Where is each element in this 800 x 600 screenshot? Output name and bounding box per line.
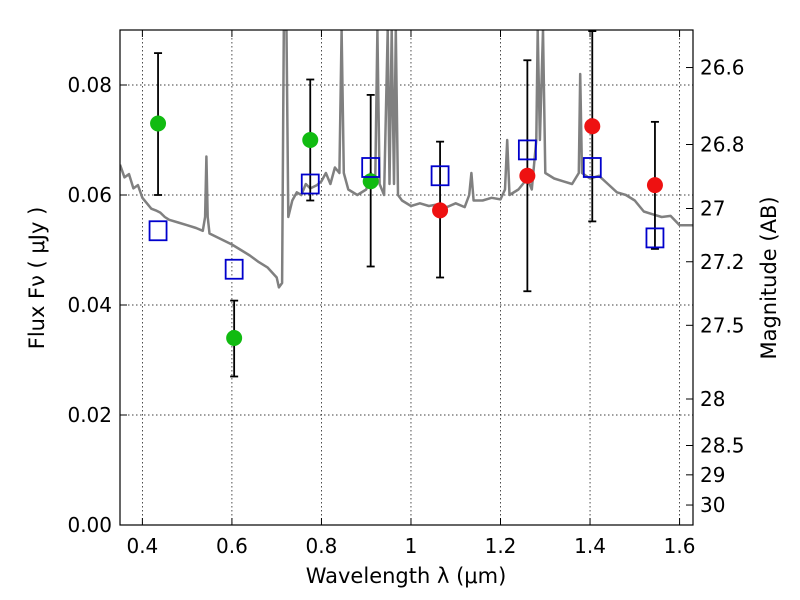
x-tick-label: 0.4 — [126, 534, 158, 558]
y2-axis-label: Magnitude (AB) — [757, 196, 781, 359]
x-tick-label: 0.8 — [306, 534, 338, 558]
plot-frame — [119, 29, 694, 526]
x-axis-label: Wavelength λ (μm) — [306, 564, 507, 588]
flux-point — [226, 330, 243, 346]
flux-point — [302, 132, 319, 148]
y-tick-label: 0.08 — [67, 73, 112, 97]
mag-tick-label: 27.2 — [700, 250, 745, 274]
mag-tick-label: 27 — [700, 197, 725, 221]
grid-lines — [120, 30, 693, 525]
mag-tick-label: 28 — [700, 387, 725, 411]
mag-tick-label: 28.5 — [700, 434, 745, 458]
model-flux-square — [582, 157, 602, 178]
flux-point — [646, 177, 663, 194]
mag-tick-label: 29 — [700, 463, 725, 487]
data-points — [148, 30, 665, 378]
x-tick-label: 0.6 — [216, 534, 248, 558]
mag-tick-label: 26.8 — [700, 132, 745, 156]
flux-point — [150, 115, 167, 132]
model-spectrum — [120, 30, 693, 289]
mag-tick-label: 30 — [700, 493, 725, 517]
flux-point — [519, 167, 536, 184]
model-flux-square — [430, 165, 450, 187]
axis-ticks: 0.4 0.6 0.8 1 1.2 1.4 1.6 0.00 0.02 0.04 0.06 0.08 2… — [67, 30, 745, 558]
y-tick-label: 0.06 — [67, 183, 112, 207]
model-flux-square — [517, 139, 537, 161]
x-tick-label: 1.6 — [664, 534, 696, 558]
model-flux-square — [224, 258, 244, 280]
mag-tick-label: 27.5 — [700, 313, 745, 337]
y-axis-label: Flux Fν ( μJy ) — [25, 207, 49, 350]
y-tick-label: 0.00 — [67, 513, 112, 537]
model-flux-square — [300, 173, 320, 195]
model-flux-square — [361, 157, 381, 178]
flux-point — [432, 202, 449, 219]
x-tick-label: 1 — [405, 534, 418, 558]
model-spectrum-line — [120, 30, 693, 289]
x-tick-label: 1.4 — [574, 534, 606, 558]
y-tick-label: 0.02 — [67, 403, 112, 427]
mag-tick-label: 26.6 — [700, 56, 745, 80]
flux-point — [362, 173, 379, 190]
x-tick-label: 1.2 — [485, 534, 517, 558]
flux-point — [584, 118, 601, 135]
model-flux-square — [645, 227, 665, 249]
y-tick-label: 0.04 — [67, 293, 112, 317]
model-flux-square — [148, 220, 168, 242]
